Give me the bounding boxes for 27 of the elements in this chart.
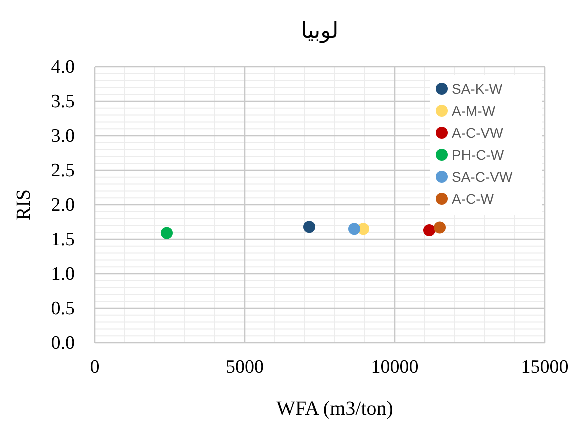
legend-label: A-M-W <box>452 103 496 119</box>
x-tick-label: 15000 <box>521 357 569 378</box>
legend-label: PH-C-W <box>452 147 505 163</box>
y-tick-label: 4.0 <box>51 57 75 78</box>
point <box>434 222 446 234</box>
y-tick-label: 3.0 <box>51 126 75 147</box>
y-tick-label: 2.5 <box>51 160 75 182</box>
chart-title: لوبيا <box>301 19 339 44</box>
legend-label: SA-K-W <box>452 81 504 97</box>
legend-label: SA-C-VW <box>452 169 514 185</box>
point <box>304 221 316 234</box>
y-tick-label: 0.5 <box>51 298 75 320</box>
x-tick-label: 0 <box>90 357 100 378</box>
legend-label: A-C-W <box>452 191 495 207</box>
y-tick-label: 0.0 <box>51 333 75 354</box>
y-tick-label: 2.0 <box>51 195 75 216</box>
x-axis-title: WFA (m3/ton) <box>276 398 394 420</box>
legend-label: A-C-VW <box>452 125 504 141</box>
y-tick-label: 1.5 <box>51 230 75 250</box>
y-axis-title: RIS <box>13 189 35 221</box>
x-tick-label: 5000 <box>226 357 264 378</box>
point <box>424 224 436 237</box>
point <box>161 227 173 240</box>
y-tick-label: 1.0 <box>51 264 75 285</box>
x-tick-label: 10000 <box>371 357 419 378</box>
y-tick-label: 3.5 <box>51 92 75 112</box>
point <box>348 223 360 236</box>
